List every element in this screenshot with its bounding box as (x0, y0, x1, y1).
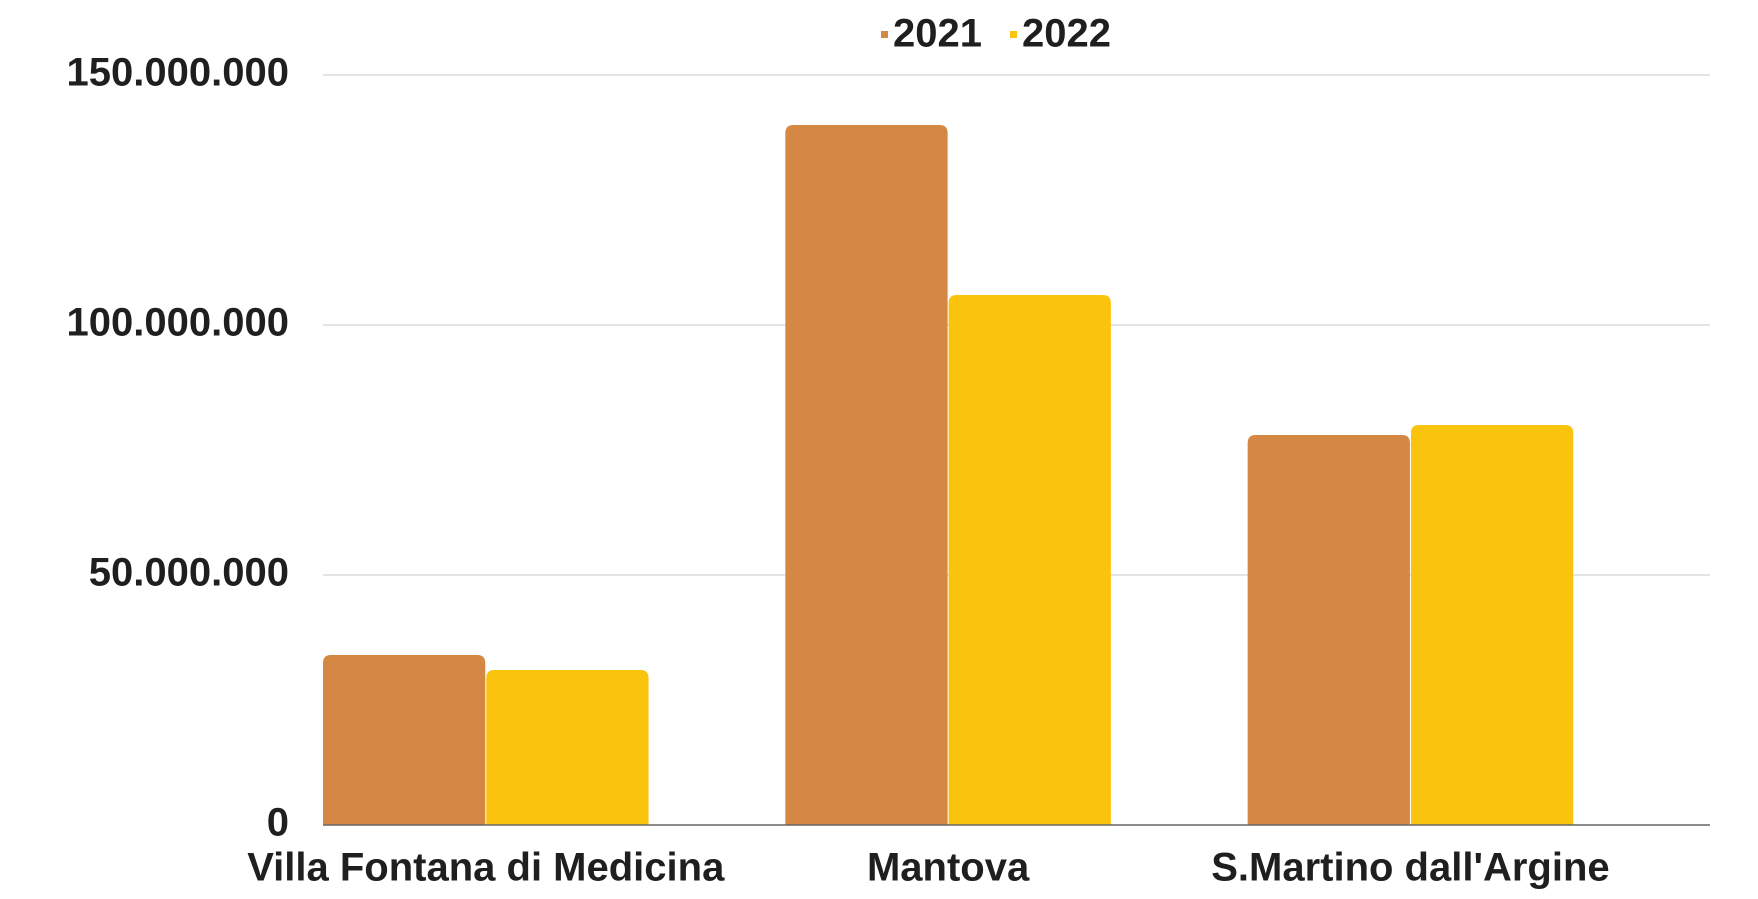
y-tick-label: 150.000.000 (67, 51, 289, 95)
legend-label: 2022 (1022, 12, 1111, 56)
x-tick-label: S.Martino dall'Argine (1211, 846, 1609, 890)
bar (948, 295, 1111, 825)
bar (323, 655, 486, 825)
bar (1410, 425, 1574, 825)
y-tick-label: 50.000.000 (89, 551, 289, 595)
legend-swatch (881, 31, 888, 38)
legend-label: 2021 (893, 12, 982, 56)
legend-swatch (1010, 31, 1017, 38)
bar (1247, 435, 1410, 825)
y-tick-label: 100.000.000 (67, 301, 289, 345)
x-tick-label: Mantova (867, 846, 1030, 890)
x-tick-label: Villa Fontana di Medicina (247, 846, 725, 890)
y-tick-label: 0 (267, 801, 289, 845)
bar (785, 125, 948, 825)
bar (486, 670, 649, 825)
